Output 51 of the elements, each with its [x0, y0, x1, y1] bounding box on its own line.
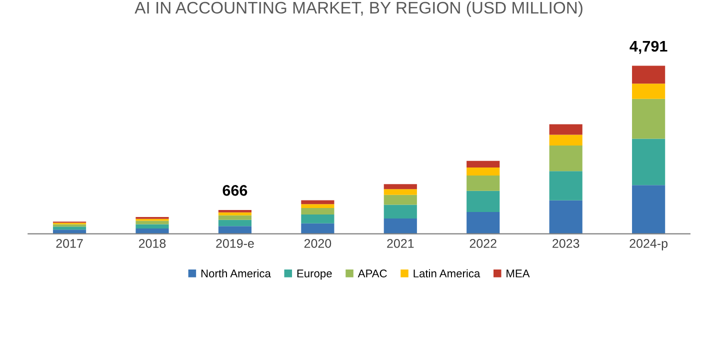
bar [549, 200, 582, 234]
bar [466, 176, 500, 191]
bar [384, 189, 417, 195]
x-tick-label: 2020 [304, 239, 332, 248]
bar [218, 215, 252, 220]
bar [466, 212, 500, 234]
bar [218, 212, 252, 216]
x-tick-label: 2021 [387, 239, 414, 248]
bar [466, 160, 500, 168]
annotation: 666 [222, 185, 248, 196]
bar [632, 84, 666, 99]
bar [52, 226, 86, 230]
bar [549, 134, 582, 146]
x-tick-label: 2019-e [216, 239, 254, 248]
bar [632, 98, 666, 139]
bar [632, 185, 666, 234]
bar [136, 228, 169, 234]
bar [52, 230, 86, 234]
x-tick-label: 2024-p [630, 239, 668, 250]
legend-label: Europe [297, 270, 332, 280]
bar [466, 190, 500, 212]
bar [218, 220, 252, 226]
bar [632, 66, 666, 84]
bar [301, 208, 334, 215]
chart-title: AI IN ACCOUNTING MARKET, BY REGION (USD MILLION) [134, 1, 582, 17]
bar [384, 184, 417, 190]
bar [136, 220, 169, 224]
bar [301, 200, 334, 204]
legend-label: North America [201, 269, 271, 278]
bar [384, 204, 417, 219]
bar [549, 171, 582, 200]
bar [384, 194, 417, 205]
bar [466, 167, 500, 176]
bar [136, 224, 169, 228]
bar [549, 124, 582, 135]
bar [218, 210, 252, 212]
annotation: 4,791 [630, 40, 668, 54]
legend-label: APAC [358, 270, 387, 278]
x-tick-label: 2022 [470, 239, 496, 248]
bar [632, 138, 666, 186]
legend-label: Latin America [414, 269, 480, 278]
x-tick-label: 2023 [552, 239, 580, 248]
x-tick-label: 2017 [56, 239, 83, 248]
x-tick-label: 2018 [138, 239, 166, 248]
legend-label: MEA [506, 270, 530, 278]
bar [549, 145, 582, 172]
bar [301, 223, 334, 234]
bar [301, 204, 334, 208]
bar [301, 214, 334, 224]
bar [384, 218, 417, 234]
bar [218, 226, 252, 234]
